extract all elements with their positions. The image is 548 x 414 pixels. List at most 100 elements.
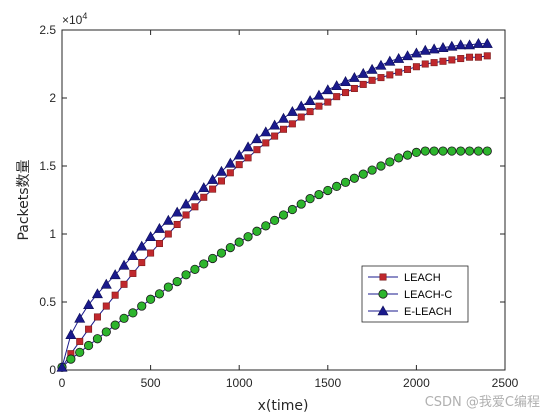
- data-point: [244, 154, 252, 162]
- data-point: [359, 80, 367, 88]
- data-point: [348, 71, 360, 82]
- data-point: [235, 161, 243, 169]
- data-point: [278, 210, 289, 220]
- y-tick-label: 0.5: [39, 295, 56, 309]
- data-point: [279, 125, 287, 133]
- y-tick-label: 2.5: [39, 23, 56, 37]
- data-point: [306, 108, 314, 116]
- data-point: [243, 232, 253, 242]
- data-point: [261, 221, 271, 231]
- data-point: [482, 146, 492, 156]
- data-point: [110, 320, 120, 330]
- legend-item: LEACH-C: [368, 289, 452, 301]
- x-tick-label: 1000: [226, 376, 253, 390]
- data-point: [384, 55, 396, 66]
- data-point: [93, 313, 101, 321]
- data-point: [466, 53, 474, 61]
- x-tick-label: 500: [141, 376, 161, 390]
- legend-label: LEACH: [404, 272, 441, 284]
- data-point: [358, 169, 368, 179]
- data-point: [438, 146, 448, 156]
- data-point: [402, 150, 413, 160]
- data-point: [271, 132, 279, 140]
- data-point: [76, 337, 84, 345]
- data-point: [439, 57, 447, 65]
- data-point: [163, 282, 173, 292]
- series-leach-c: [57, 146, 492, 372]
- data-point: [350, 84, 358, 92]
- data-point: [181, 270, 191, 280]
- x-axis-label: x(time): [258, 398, 309, 414]
- data-point: [85, 325, 93, 333]
- data-point: [251, 133, 263, 144]
- x-tick-label: 2000: [403, 376, 430, 390]
- data-point: [421, 60, 429, 68]
- data-point: [189, 190, 201, 201]
- legend-item: LEACH: [368, 272, 441, 284]
- y-axis-exponent: ×104: [62, 11, 87, 27]
- data-point: [472, 37, 484, 48]
- data-point: [473, 146, 484, 156]
- y-axis-label: Packets数量: [16, 159, 32, 240]
- data-point: [376, 161, 386, 171]
- data-point: [147, 249, 155, 257]
- data-point: [111, 291, 119, 299]
- data-point: [191, 203, 199, 211]
- data-point: [288, 120, 296, 128]
- data-point: [118, 259, 130, 270]
- data-point: [323, 185, 333, 196]
- legend-item: E-LEACH: [368, 305, 452, 318]
- y-tick-label: 1.5: [39, 159, 56, 173]
- data-point: [173, 220, 181, 228]
- data-point: [252, 226, 262, 236]
- y-tick-label: 2: [49, 91, 56, 105]
- y-tick-label: 1: [49, 227, 56, 241]
- data-point: [224, 157, 236, 168]
- data-point: [349, 173, 359, 183]
- data-point: [91, 288, 103, 299]
- data-point: [315, 102, 323, 110]
- data-point: [340, 76, 352, 86]
- data-point: [136, 240, 148, 251]
- legend-marker: [377, 305, 389, 316]
- legend: LEACH LEACH-C E-LEACH: [361, 265, 469, 323]
- data-point: [226, 169, 234, 177]
- data-point: [217, 177, 225, 185]
- data-point: [295, 100, 307, 111]
- data-point: [198, 182, 210, 193]
- data-point: [394, 153, 404, 163]
- data-point: [286, 105, 298, 116]
- data-point: [127, 250, 139, 261]
- data-point: [182, 211, 190, 219]
- x-tick-label: 0: [59, 376, 66, 390]
- data-point: [456, 146, 466, 156]
- data-point: [437, 42, 449, 52]
- data-point: [209, 185, 217, 193]
- data-point: [377, 74, 385, 82]
- data-point: [83, 299, 95, 310]
- data-point: [419, 44, 431, 55]
- data-point: [109, 269, 121, 280]
- data-point: [172, 276, 182, 287]
- data-point: [153, 222, 165, 233]
- data-point: [375, 59, 387, 70]
- data-point: [120, 280, 128, 288]
- data-point: [342, 89, 350, 97]
- data-point: [404, 65, 412, 73]
- legend-marker: [378, 289, 388, 299]
- data-point: [464, 146, 475, 156]
- x-tick-label: 2500: [492, 376, 519, 390]
- data-point: [199, 259, 209, 269]
- data-point: [269, 119, 281, 130]
- data-point: [164, 230, 172, 238]
- data-point: [215, 165, 227, 176]
- data-point: [322, 84, 334, 95]
- data-point: [92, 334, 103, 344]
- data-point: [128, 308, 138, 318]
- data-point: [420, 146, 430, 156]
- data-point: [180, 198, 192, 209]
- data-point: [366, 63, 378, 74]
- data-point: [83, 340, 94, 351]
- data-point: [340, 177, 351, 187]
